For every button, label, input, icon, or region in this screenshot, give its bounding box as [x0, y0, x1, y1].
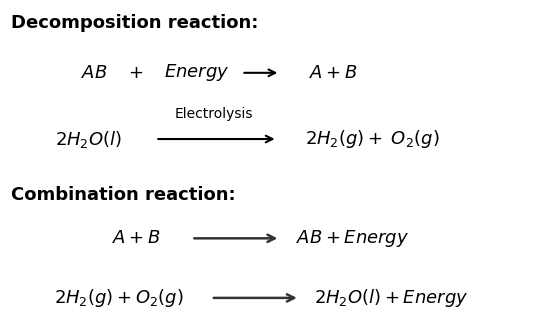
- Text: $A + B$: $A + B$: [309, 64, 357, 82]
- Text: $2H_2O(l) + Energy$: $2H_2O(l) + Energy$: [314, 287, 468, 309]
- Text: Combination reaction:: Combination reaction:: [11, 186, 236, 204]
- Text: Decomposition reaction:: Decomposition reaction:: [11, 14, 259, 32]
- Text: $+$: $+$: [128, 64, 144, 82]
- Text: $2H_2O(l)$: $2H_2O(l)$: [56, 128, 122, 150]
- Text: $AB + Energy$: $AB + Energy$: [296, 228, 409, 249]
- Text: Electrolysis: Electrolysis: [174, 107, 253, 121]
- Text: $Energy$: $Energy$: [164, 62, 230, 83]
- Text: $A + B$: $A + B$: [112, 229, 160, 247]
- Text: $2H_2(g) + O_2(g)$: $2H_2(g) + O_2(g)$: [54, 287, 184, 309]
- Text: $AB$: $AB$: [81, 64, 108, 82]
- Text: $2H_2(g) +\; O_2(g)$: $2H_2(g) +\; O_2(g)$: [305, 128, 439, 150]
